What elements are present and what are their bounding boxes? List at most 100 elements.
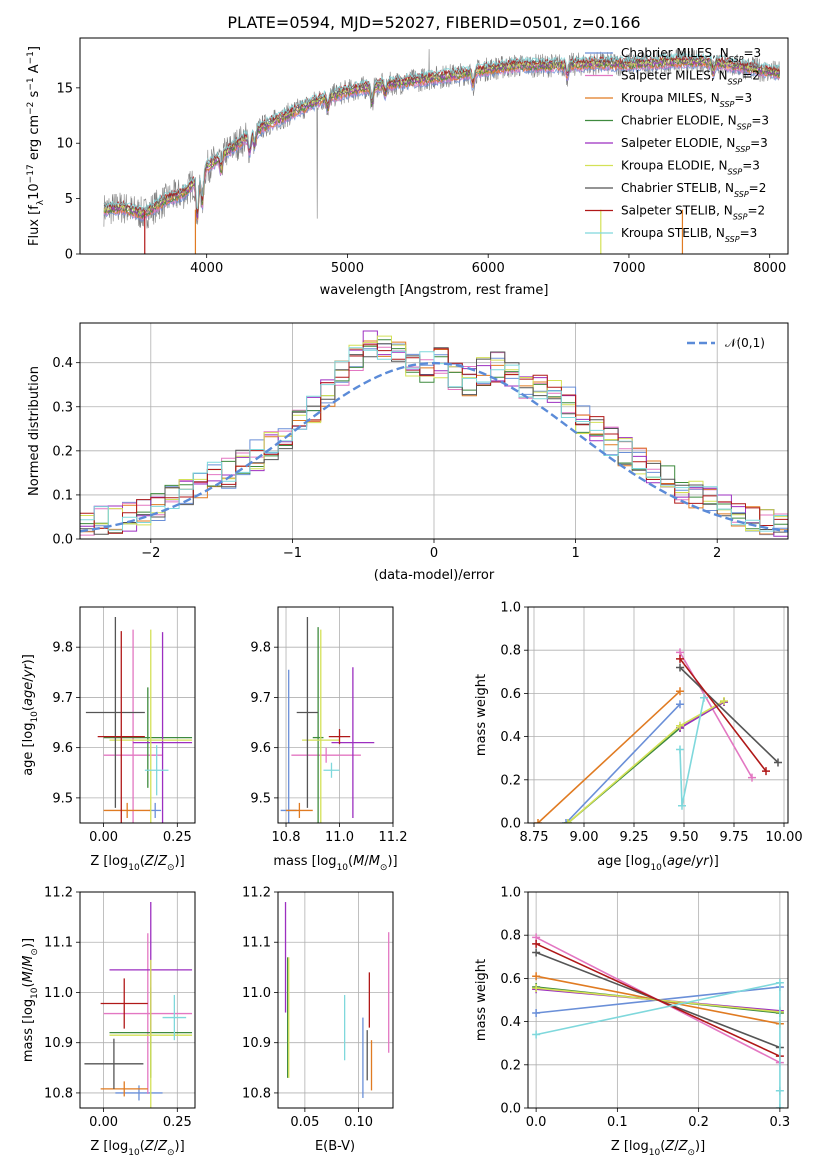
x-tick-label: 4000 (190, 261, 223, 276)
x-tick-label: 0.3 (770, 1115, 791, 1130)
weight-line-2 (537, 690, 681, 823)
weight-marker (532, 948, 541, 957)
axes-frame (79, 322, 789, 540)
x-axis-label: Z [log10(Z/Z⊙)] (90, 854, 184, 873)
axes-frame (79, 37, 789, 255)
x-tick-label: 0 (430, 546, 438, 561)
plot-area (103, 49, 780, 254)
x-tick-label: 0.0 (526, 1115, 547, 1130)
weight-line-7 (535, 943, 781, 1057)
x-tick-label: 0.05 (290, 1115, 319, 1130)
weight-marker (676, 745, 684, 754)
normal-curve (80, 361, 788, 533)
axes-frame (79, 606, 196, 824)
weight-marker (762, 767, 770, 776)
y-tick-label: 0.2 (52, 444, 73, 459)
plot-area (528, 892, 788, 1108)
y-tick-label: 9.5 (250, 791, 271, 806)
y-tick-label: 10.9 (44, 1036, 73, 1051)
x-axis-label: Z [log10(Z/Z⊙)] (90, 1139, 184, 1158)
plot-area (80, 892, 195, 1108)
x-axis-label: mass [log10(M/M⊙)] (273, 854, 397, 873)
legend-entry: 𝒩(0,1) (725, 336, 765, 350)
y-axis-label: mass weight (474, 959, 489, 1041)
y-tick-label: 0.8 (500, 929, 521, 944)
y-tick-label: 0.0 (52, 533, 73, 548)
weight-marker (562, 819, 570, 823)
y-tick-label: 9.6 (52, 741, 73, 756)
legend-entry: Chabrier STELIB, NSSP=2 (621, 181, 766, 199)
plot-area (278, 892, 393, 1108)
y-tick-label: 1.0 (500, 601, 521, 616)
y-tick-label: 0.6 (500, 972, 521, 987)
y-tick-label: 1.0 (500, 886, 521, 901)
histogram-step-7 (80, 344, 788, 534)
x-tick-label: 1 (571, 546, 579, 561)
legend-entry: Kroupa ELODIE, NSSP=3 (621, 159, 760, 177)
plot-area (528, 607, 788, 823)
y-tick-label: 9.7 (250, 691, 271, 706)
panel-mass-vs-Z: 0.00 0.25 10.8 10.9 11.0 11.1 11.2 Z [log10(Z/Z… (21, 886, 196, 1158)
y-axis-label: Normed distribution (27, 366, 42, 496)
legend-entry: Salpeter MILES, NSSP=2 (621, 69, 760, 87)
x-tick-label: 11.0 (325, 830, 354, 845)
x-tick-label: 7000 (612, 261, 645, 276)
y-tick-label: 11.1 (44, 936, 73, 951)
y-axis-label: age [log10(age/yr)] (21, 654, 40, 776)
y-tick-label: 9.8 (52, 641, 73, 656)
y-tick-label: 0.8 (500, 644, 521, 659)
panel-mass-vs-EBV: 0.05 0.10 10.8 10.9 11.0 11.1 11.2 (242, 886, 394, 1130)
x-tick-label: 5000 (331, 261, 364, 276)
y-tick-label: 9.5 (52, 791, 73, 806)
model-line-8 (103, 52, 780, 211)
x-tick-label: −2 (141, 546, 160, 561)
panel-age-vs-Z: 0.00 0.25 9.5 9.6 9.7 9.8 Z [log10(Z/Z⊙)] age [… (21, 606, 196, 873)
y-tick-label: 0.2 (500, 773, 521, 788)
weight-marker (676, 663, 684, 672)
weight-marker (720, 696, 728, 705)
x-tick-label: 0.25 (163, 1115, 192, 1130)
y-axis-label: mass [log10(M/M⊙)] (21, 938, 40, 1062)
y-tick-label: 0.2 (500, 1058, 521, 1073)
x-axis-label: E(B-V) (315, 1139, 355, 1154)
x-tick-label: 0.2 (688, 1115, 709, 1130)
x-tick-label: 0.00 (89, 1115, 118, 1130)
y-tick-label: 15 (56, 81, 73, 96)
legend-entry: Salpeter STELIB, NSSP=2 (621, 204, 765, 222)
x-tick-label: 0.25 (163, 830, 192, 845)
x-axis-label: Z [log10(Z/Z⊙)] (611, 1139, 705, 1158)
plot-area (278, 607, 393, 823)
x-tick-label: 6000 (472, 261, 505, 276)
x-tick-label: 9.25 (620, 830, 649, 845)
y-tick-label: 9.7 (52, 691, 73, 706)
weight-line-6 (679, 666, 779, 764)
panel-weight-vs-Z: 0.0 0.1 0.2 0.3 0.0 0.2 0.4 0.6 0.8 1.0 Z [log10(Z… (474, 886, 790, 1159)
y-tick-label: 9.8 (250, 641, 271, 656)
legend-entry: Kroupa MILES, NSSP=3 (621, 91, 752, 109)
weight-marker (774, 758, 782, 767)
panel-residuals: −2 −1 0 1 2 0.0 0.1 0.2 0.3 0.4 𝒩(0,1) (data-model)… (27, 322, 789, 583)
axes-frame (277, 606, 394, 824)
y-tick-label: 0.4 (500, 1015, 521, 1030)
weight-marker (678, 801, 686, 810)
x-tick-label: 11.2 (379, 830, 408, 845)
legend: Chabrier MILES, NSSP=3 Salpeter MILES, NS… (585, 46, 769, 244)
y-tick-label: 11.0 (242, 986, 271, 1001)
legend-entry: Chabrier ELODIE, NSSP=3 (621, 114, 769, 132)
x-axis-label: (data-model)/error (374, 568, 495, 583)
y-tick-label: 0.0 (500, 1102, 521, 1117)
panel-spectrum: 4000 5000 6000 7000 8000 0 5 10 15 Chabrier MILES… (26, 37, 789, 298)
weight-marker (775, 978, 784, 987)
plot-area (80, 607, 195, 823)
x-tick-label: −1 (283, 546, 302, 561)
y-tick-label: 0.0 (500, 817, 521, 832)
weight-marker (775, 1104, 784, 1108)
x-tick-label: 10.8 (272, 830, 301, 845)
y-axis-label: mass weight (474, 674, 489, 756)
y-tick-label: 11.2 (44, 886, 73, 901)
x-tick-label: 10.00 (765, 830, 802, 845)
histogram-step-5 (80, 335, 788, 532)
weight-marker (748, 773, 756, 782)
panel-weight-vs-age: 8.75 9.00 9.25 9.50 9.75 10.00 0.0 0.2 0.4 0.6 0.8… (474, 601, 803, 874)
